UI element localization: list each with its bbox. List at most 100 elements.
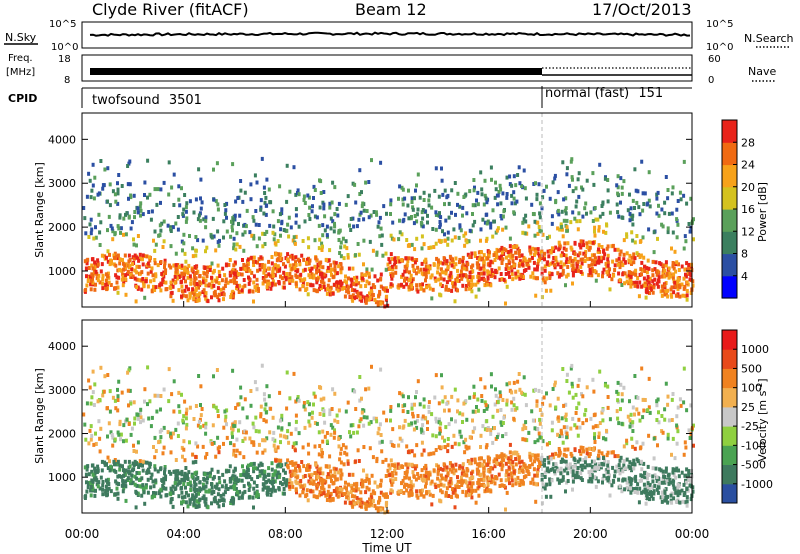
velocity-cell: [537, 388, 541, 393]
power-cell: [264, 274, 268, 279]
power-cell: [649, 283, 652, 288]
power-cell: [386, 288, 389, 293]
velocity-cell: [606, 466, 610, 471]
power-cell: [548, 271, 552, 276]
power-cell: [405, 238, 409, 242]
power-cell: [540, 206, 544, 211]
velocity-cell: [531, 477, 535, 482]
velocity-cell: [687, 472, 691, 477]
velocity-cell: [651, 485, 655, 490]
velocity-cell: [101, 487, 105, 492]
power-cell: [105, 255, 108, 260]
power-cell: [375, 250, 379, 255]
power-cell: [453, 283, 457, 288]
power-cell: [241, 199, 245, 204]
power-cell: [204, 278, 208, 283]
power-cell: [606, 263, 610, 268]
power-cell: [307, 213, 311, 217]
power-cell: [379, 226, 383, 231]
power-cell: [201, 238, 205, 243]
power-cell: [611, 259, 615, 264]
velocity-cell: [255, 490, 259, 495]
power-cell: [671, 276, 675, 281]
velocity-cell: [285, 370, 289, 375]
power-cell: [257, 236, 261, 241]
power-heatmap: [82, 156, 695, 309]
velocity-cell: [194, 459, 198, 464]
velocity-cell: [252, 469, 256, 474]
velocity-cell: [230, 496, 234, 501]
power-cell: [643, 269, 647, 273]
velocity-cell: [189, 488, 193, 492]
power-cell: [675, 217, 679, 222]
velocity-cell: [245, 469, 249, 474]
velocity-cell: [466, 484, 470, 489]
power-cell: [444, 268, 448, 273]
power-cell: [116, 201, 120, 206]
power-cell: [118, 267, 121, 272]
velocity-cell: [132, 400, 136, 405]
velocity-cell: [183, 458, 187, 463]
power-cell: [414, 188, 417, 193]
velocity-cell: [201, 482, 205, 487]
velocity-cell: [183, 494, 187, 499]
power-cell: [504, 272, 508, 276]
velocity-cell: [487, 460, 491, 465]
power-cell: [501, 257, 505, 262]
power-cell: [476, 202, 480, 207]
velocity-cell: [534, 456, 538, 461]
power-cell: [237, 290, 241, 294]
power-cell: [622, 257, 626, 262]
power-cell: [402, 217, 406, 222]
power-cell: [216, 295, 220, 299]
velocity-cell: [434, 485, 438, 489]
power-cell: [670, 294, 674, 299]
power-cell: [319, 179, 323, 184]
velocity-cell: [266, 472, 270, 477]
power-cell: [600, 255, 604, 260]
velocity-cell: [646, 481, 650, 486]
power-cell: [96, 192, 100, 197]
power-cell: [117, 226, 121, 231]
power-cell: [391, 272, 395, 277]
velocity-cell: [85, 401, 89, 406]
velocity-cell: [611, 465, 615, 470]
power-cell: [217, 269, 221, 274]
power-cell: [157, 233, 161, 238]
velocity-cell: [298, 493, 302, 498]
velocity-cell: [677, 474, 681, 479]
velocity-cell: [581, 421, 585, 426]
power-y-tick-label: 2000: [48, 221, 76, 234]
colorbar-swatch: [722, 209, 737, 232]
velocity-cell: [262, 476, 266, 481]
velocity-cell: [463, 450, 467, 455]
velocity-cell: [524, 403, 528, 408]
power-cell: [198, 211, 202, 216]
velocity-cell: [413, 453, 417, 458]
velocity-cell: [279, 458, 283, 463]
velocity-cell: [576, 459, 580, 464]
power-cell: [500, 247, 504, 252]
power-cell: [388, 260, 392, 265]
velocity-cell: [565, 379, 569, 383]
velocity-cell: [390, 471, 394, 475]
velocity-cell: [504, 454, 508, 459]
power-cell: [118, 215, 122, 220]
power-cell: [451, 260, 455, 265]
velocity-cell: [123, 483, 127, 488]
velocity-cell: [315, 495, 319, 500]
velocity-cell: [477, 493, 481, 498]
velocity-cell: [152, 491, 155, 495]
power-cell: [560, 225, 564, 229]
power-cell: [268, 281, 272, 286]
velocity-cell: [616, 416, 620, 421]
velocity-cell: [494, 393, 498, 398]
velocity-cell: [436, 471, 440, 476]
power-cell: [645, 283, 649, 288]
power-cell: [161, 245, 165, 249]
power-cell: [597, 247, 600, 252]
power-cell: [254, 209, 258, 213]
power-cell: [673, 280, 677, 285]
velocity-cell: [198, 425, 202, 430]
power-cell: [639, 239, 643, 243]
